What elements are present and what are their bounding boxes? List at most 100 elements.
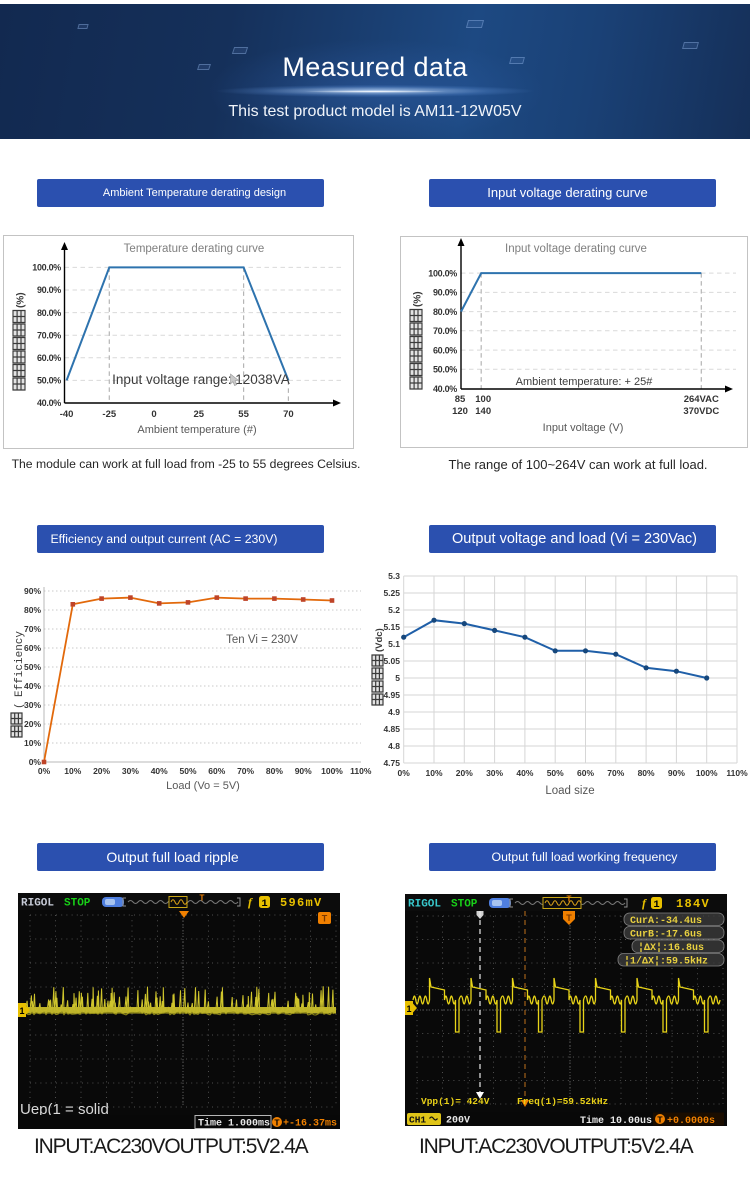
svg-text:+0.0000s: +0.0000s [667,1116,715,1126]
svg-text:60%: 60% [24,643,41,653]
svg-text:4.75: 4.75 [383,758,400,768]
svg-text:-40: -40 [60,409,74,420]
svg-text:4.85: 4.85 [383,724,400,734]
svg-text:1: 1 [19,1006,24,1016]
svg-text:40%: 40% [24,681,41,691]
svg-text:70.0%: 70.0% [433,326,457,336]
svg-text:70: 70 [283,409,294,420]
svg-text:Time 1.000ms: Time 1.000ms [198,1118,270,1130]
svg-text:100.0%: 100.0% [428,268,457,278]
svg-text:80.0%: 80.0% [433,307,457,317]
svg-text:Input voltage (V): Input voltage (V) [543,422,624,434]
svg-text:4.8: 4.8 [388,741,400,751]
svg-text:¦ΔX¦:16.8us: ¦ΔX¦:16.8us [638,942,704,954]
svg-text:70%: 70% [237,766,254,776]
svg-text:5.25: 5.25 [383,588,400,598]
svg-text:Temperature derating curve: Temperature derating curve [124,243,265,255]
svg-text:(: ( [14,702,26,709]
svg-text:1: 1 [406,1004,411,1014]
svg-text:50%: 50% [24,662,41,672]
svg-text:Freq(1)=59.52kHz: Freq(1)=59.52kHz [517,1096,608,1107]
svg-text:200V: 200V [446,1116,470,1127]
svg-text:5: 5 [395,673,400,683]
svg-text:55: 55 [238,409,249,420]
svg-text:f: f [248,895,253,909]
svg-text:5.05: 5.05 [383,656,400,666]
svg-text:50%: 50% [547,768,564,778]
svg-text:90.0%: 90.0% [433,288,457,298]
svg-text:5.2: 5.2 [388,605,400,615]
svg-text:100: 100 [475,394,491,405]
svg-text:¦1/ΔX¦:59.5kHz: ¦1/ΔX¦:59.5kHz [624,956,708,968]
svg-text:40.0%: 40.0% [433,384,457,394]
svg-text:60.0%: 60.0% [433,345,457,355]
svg-text:(%): (%) [16,292,27,308]
svg-text:50.0%: 50.0% [37,376,61,386]
svg-text:RIGOL: RIGOL [408,899,441,911]
svg-text:50%: 50% [179,766,196,776]
svg-text:20%: 20% [24,719,41,729]
svg-text:40%: 40% [151,766,168,776]
svg-text:120: 120 [452,406,468,417]
svg-text:20%: 20% [93,766,110,776]
svg-text:Load (Vo = 5V): Load (Vo = 5V) [166,780,240,792]
svg-text:Load size: Load size [545,785,594,797]
svg-text:50.0%: 50.0% [433,365,457,375]
svg-text:30%: 30% [122,766,139,776]
svg-text:40%: 40% [516,768,533,778]
svg-text:100.0%: 100.0% [32,263,61,273]
svg-text:-25: -25 [102,409,116,420]
svg-text:RIGOL: RIGOL [21,898,54,910]
svg-text:60.0%: 60.0% [37,353,61,363]
svg-text:110%: 110% [726,768,748,778]
svg-text:60%: 60% [577,768,594,778]
svg-text:STOP: STOP [64,898,91,910]
svg-text:5.1: 5.1 [388,639,400,649]
svg-text:(%): (%) [413,291,424,307]
svg-text:0%: 0% [398,768,411,778]
svg-text:370VDC: 370VDC [683,406,719,417]
svg-text:90%: 90% [668,768,685,778]
svg-text:60%: 60% [208,766,225,776]
svg-text:T: T [566,913,572,923]
svg-text:Time 10.00us: Time 10.00us [580,1115,652,1126]
svg-text:Ambient temperature: + 25#: Ambient temperature: + 25# [516,376,654,388]
svg-text:5.15: 5.15 [383,622,400,632]
svg-text:5.3: 5.3 [388,571,400,581]
svg-text:Uep(1 = solid: Uep(1 = solid [20,1101,109,1118]
svg-text:0%: 0% [38,766,51,776]
svg-text:T: T [567,895,572,904]
svg-text:1: 1 [653,899,659,911]
svg-text:f: f [642,896,647,910]
svg-text:STOP: STOP [451,899,478,911]
svg-text:264VAC: 264VAC [684,394,719,405]
svg-text:80.0%: 80.0% [37,308,61,318]
svg-text:80%: 80% [24,605,41,615]
svg-text:Input voltage range: 12038VA: Input voltage range: 12038VA [112,372,290,387]
svg-text:10%: 10% [64,766,81,776]
svg-text:100%: 100% [321,766,343,776]
svg-text:0%: 0% [29,757,42,767]
svg-text:70.0%: 70.0% [37,330,61,340]
svg-text:70%: 70% [24,624,41,634]
svg-text:Efficiency: Efficiency [14,631,26,697]
svg-text:CurB:-17.6us: CurB:-17.6us [630,930,702,941]
svg-text:CurA:-34.4us: CurA:-34.4us [630,916,702,927]
svg-text:30%: 30% [486,768,503,778]
svg-text:(Vdc): (Vdc) [374,628,385,652]
svg-text:90.0%: 90.0% [37,285,61,295]
svg-text:85: 85 [455,394,466,405]
svg-text:30%: 30% [24,700,41,710]
svg-text:CH1: CH1 [409,1115,426,1126]
svg-text:0: 0 [151,409,156,420]
svg-text:90%: 90% [295,766,312,776]
svg-text:4.95: 4.95 [383,690,400,700]
svg-text:80%: 80% [266,766,283,776]
svg-text:T: T [200,894,205,903]
svg-text:40.0%: 40.0% [37,398,61,408]
svg-text:Ambient temperature (#): Ambient temperature (#) [137,424,256,436]
svg-text:Ten Vi = 230V: Ten Vi = 230V [226,634,298,646]
svg-text:T: T [657,1115,663,1125]
svg-text:25: 25 [194,409,205,420]
svg-text:70%: 70% [607,768,624,778]
